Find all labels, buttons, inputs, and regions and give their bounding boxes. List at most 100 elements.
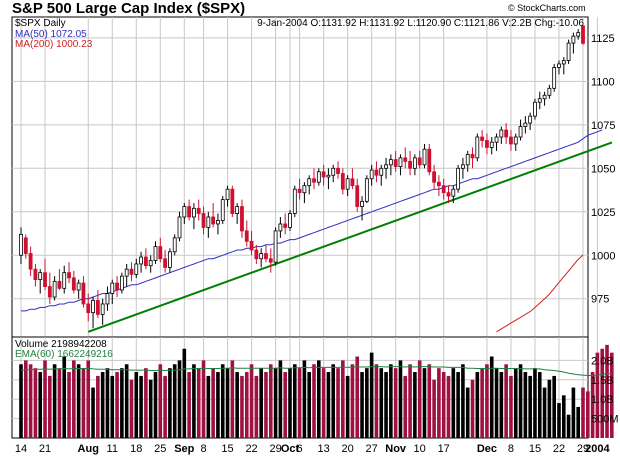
volume-bar: [268, 364, 273, 438]
volume-bar: [518, 364, 523, 438]
candle: [475, 133, 480, 162]
candle-body: [331, 167, 336, 176]
candle: [369, 164, 374, 186]
candle-body: [115, 282, 119, 291]
candle-body: [240, 206, 244, 232]
candle: [187, 199, 192, 221]
volume-bar: [561, 395, 566, 438]
volume-bar: [341, 360, 345, 438]
x-tick-label: 17: [438, 443, 450, 455]
candle-body: [364, 178, 369, 202]
candle-body: [509, 136, 513, 145]
candle-body: [100, 303, 105, 315]
candle: [374, 161, 379, 183]
candle: [533, 98, 537, 120]
volume-bar: [28, 364, 33, 438]
candle: [235, 203, 240, 224]
candle-body: [388, 159, 393, 166]
candle: [456, 164, 461, 193]
candle-body: [336, 167, 340, 174]
volume-bar: [206, 375, 211, 438]
candle-body: [307, 178, 312, 187]
volume-bar: [307, 372, 312, 438]
candle: [278, 217, 283, 238]
ema-label: EMA(60) 1662249216: [15, 349, 113, 360]
volume-bar: [552, 375, 556, 438]
candle-body: [537, 98, 542, 103]
candle-body: [485, 140, 489, 148]
candle-body: [403, 157, 408, 162]
candle-body: [38, 272, 43, 281]
candle-body: [552, 67, 557, 89]
candle: [177, 211, 182, 242]
candle-body: [432, 171, 436, 183]
volume-bar: [557, 403, 561, 438]
volume-bar: [264, 372, 268, 438]
volume-bar: [33, 368, 38, 438]
price-y-tick-label: 1125: [591, 33, 615, 45]
candle: [216, 213, 220, 235]
candle-body: [143, 256, 148, 267]
volume-bar: [76, 364, 81, 438]
volume-bar: [110, 375, 115, 438]
x-tick-label: 13: [317, 443, 329, 455]
candle-body: [273, 230, 278, 263]
x-tick-label: Oct: [281, 443, 300, 455]
price-y-tick-label: 975: [591, 294, 609, 306]
candle-body: [264, 253, 268, 260]
x-tick-label: 11: [107, 443, 118, 455]
candle-body: [427, 148, 432, 173]
volume-bar: [509, 375, 513, 438]
volume-bar: [254, 375, 259, 438]
volume-bar: [302, 360, 307, 438]
volume-bar: [470, 379, 475, 438]
volume-bar: [105, 368, 110, 438]
candle-body: [163, 258, 168, 268]
volume-bar: [148, 379, 153, 438]
volume-bar: [163, 375, 167, 438]
candle: [230, 185, 235, 217]
volume-bar: [96, 375, 100, 438]
candle-body: [494, 136, 499, 143]
candle: [561, 57, 566, 75]
volume-bar: [374, 364, 379, 438]
volume-bar: [480, 368, 484, 438]
volume-bar: [355, 356, 360, 438]
candle: [307, 175, 312, 195]
candle-body: [465, 153, 470, 166]
volume-bars: [19, 344, 614, 438]
candle-body: [105, 293, 110, 305]
candle: [499, 126, 504, 144]
volume-bar: [427, 364, 432, 438]
candle: [470, 147, 475, 169]
candle-body: [528, 115, 533, 124]
candle-body: [518, 126, 523, 138]
price-y-tick-label: 1050: [591, 163, 615, 175]
candle-body: [86, 303, 91, 314]
volume-bar: [461, 364, 465, 438]
volume-bar: [144, 368, 148, 438]
candle: [355, 178, 360, 212]
candle: [537, 91, 542, 110]
candle: [158, 237, 163, 263]
candle-body: [71, 277, 76, 291]
candle: [547, 84, 552, 99]
price-y-tick-label: 1000: [591, 250, 615, 262]
x-tick-label: 6: [297, 443, 303, 455]
candle-body: [379, 167, 384, 176]
volume-bar: [244, 372, 249, 438]
header-info: 9-Jan-2004 O:1131.92 H:1131.92 L:1120.90…: [257, 18, 584, 29]
volume-bar: [389, 364, 393, 438]
candle: [211, 203, 216, 228]
candle-body: [91, 300, 95, 314]
volume-bar: [413, 372, 417, 438]
volume-bar: [494, 368, 499, 438]
candle: [206, 211, 211, 238]
volume-y-tick-label: 1.5B: [591, 375, 614, 387]
candle-body: [436, 181, 441, 187]
trend-line: [87, 141, 613, 333]
candle: [494, 133, 499, 151]
candle: [201, 206, 206, 235]
candle: [153, 241, 158, 264]
